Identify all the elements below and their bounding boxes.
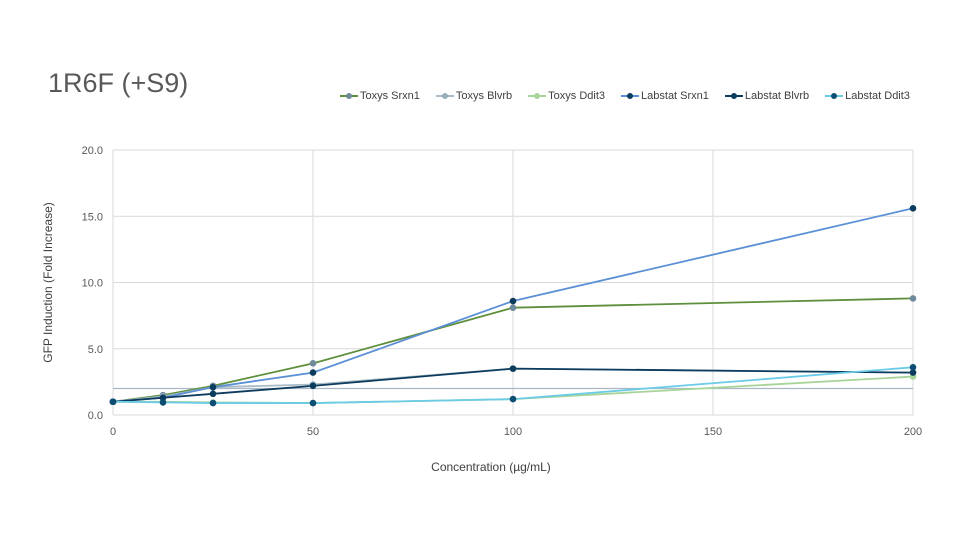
y-tick-label: 0.0 (88, 410, 103, 422)
series-line-labstat-ddit3 (112, 366, 914, 404)
legend-item: Labstat Blvrb (724, 90, 810, 102)
legend-label: Labstat Ddit3 (845, 90, 910, 102)
x-tick-label: 100 (504, 426, 522, 438)
legend: Toxys Srxn1 Toxys Blvrb Toxys Ddit3 Labstat… (340, 90, 910, 102)
data-point-labstat-srxn1 (309, 369, 317, 376)
x-tick-label: 200 (904, 426, 922, 438)
legend-marker-icon (340, 93, 358, 99)
data-point-labstat-blvrb (209, 390, 217, 398)
data-point-labstat-ddit3 (309, 399, 317, 407)
series-line-labstat-blvrb (112, 367, 914, 403)
legend-marker-icon (528, 93, 547, 99)
series-line-toxys-srxn1 (112, 297, 914, 403)
y-axis-title: GFP Induction (Fold Increase) (41, 202, 55, 363)
data-point-labstat-ddit3 (209, 399, 217, 407)
data-point-labstat-blvrb (309, 382, 317, 390)
legend-label: Labstat Blvrb (744, 90, 810, 102)
data-point-labstat-ddit3 (109, 398, 117, 406)
data-point-labstat-srxn1 (209, 383, 217, 391)
data-point-toxys-srxn1 (309, 360, 317, 367)
data-point-labstat-ddit3 (909, 364, 917, 371)
y-tick-label: 10.0 (82, 278, 103, 290)
legend-item: Toxys Ddit3 (528, 90, 605, 102)
y-tick-label: 20.0 (82, 145, 103, 157)
data-point-toxys-srxn1 (909, 295, 917, 302)
legend-marker-icon (435, 93, 454, 99)
data-point-labstat-srxn1 (909, 205, 917, 212)
legend-label: Labstat Srxn1 (641, 90, 709, 102)
x-axis-title: Concentration (µg/mL) (431, 460, 551, 474)
legend-marker-icon (621, 93, 640, 99)
x-tick-label: 150 (704, 426, 722, 438)
data-point-labstat-blvrb (159, 394, 167, 402)
x-tick-label: 0 (110, 426, 116, 438)
data-point-labstat-ddit3 (159, 399, 167, 406)
data-point-labstat-blvrb (509, 365, 517, 372)
legend-marker-icon (825, 93, 844, 99)
data-point-labstat-ddit3 (509, 395, 517, 403)
data-point-toxys-srxn1 (509, 304, 517, 311)
data-point-labstat-srxn1 (509, 297, 517, 305)
data-point-labstat-blvrb (909, 369, 917, 376)
legend-item: Labstat Srxn1 (621, 90, 709, 102)
legend-label: Toxys Srxn1 (360, 90, 420, 102)
legend-item: Toxys Srxn1 (340, 90, 420, 102)
legend-item: Labstat Ddit3 (825, 90, 910, 102)
x-tick-label: 50 (307, 426, 319, 438)
chart-title: 1R6F (+S9) (48, 68, 189, 98)
legend-item: Toxys Blvrb (435, 90, 513, 102)
legend-marker-icon (724, 93, 743, 99)
legend-label: Toxys Blvrb (455, 90, 513, 102)
legend-label: Toxys Ddit3 (548, 90, 606, 102)
y-tick-label: 15.0 (82, 211, 103, 223)
y-tick-label: 5.0 (88, 344, 103, 356)
